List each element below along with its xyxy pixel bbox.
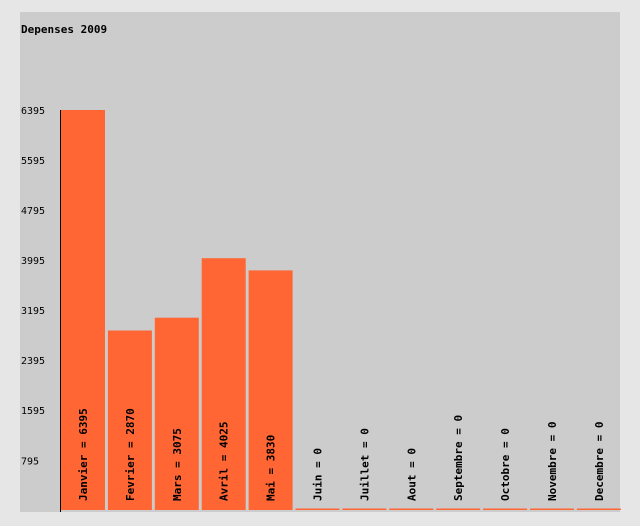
bar-labels-group: Janvier = 6395 Fevrier = 2870 Mars = 3075 A…	[77, 408, 606, 501]
bar-label-novembre: Novembre = 0	[546, 422, 559, 501]
bars-group	[61, 110, 621, 510]
y-tick-labels-group: 795 1595 2395 3195 3995 4795 5595 6395	[21, 106, 45, 467]
y-tick-label-3195: 3195	[21, 306, 45, 317]
bar-label-juin: Juin = 0	[312, 448, 325, 501]
y-tick-label-6395: 6395	[21, 106, 45, 117]
chart-title: Depenses 2009	[21, 23, 107, 36]
bar-mai	[248, 270, 293, 510]
bar-label-mai: Mai = 3830	[265, 435, 278, 501]
bar-aout	[389, 508, 434, 510]
bar-label-decembre: Decembre = 0	[593, 422, 606, 501]
bar-label-octobre: Octobre = 0	[499, 428, 512, 501]
bar-label-juillet: Juillet = 0	[358, 428, 371, 501]
y-tick-label-3995: 3995	[21, 256, 45, 267]
bar-juillet	[342, 508, 387, 510]
y-tick-label-5595: 5595	[21, 156, 45, 167]
bar-label-avril: Avril = 4025	[218, 422, 231, 501]
bar-fevrier	[107, 330, 152, 510]
y-tick-label-2395: 2395	[21, 356, 45, 367]
y-tick-label-795: 795	[21, 456, 39, 467]
bar-janvier	[61, 110, 105, 510]
bar-label-fevrier: Fevrier = 2870	[124, 408, 137, 501]
bar-avril	[201, 258, 246, 510]
bar-label-mars: Mars = 3075	[171, 428, 184, 501]
bar-label-aout: Aout = 0	[405, 448, 418, 501]
bar-mars	[154, 317, 199, 510]
bar-label-janvier: Janvier = 6395	[77, 408, 90, 501]
bar-septembre	[436, 508, 481, 510]
y-tick-label-4795: 4795	[21, 206, 45, 217]
bar-novembre	[530, 508, 574, 510]
bar-label-septembre: Septembre = 0	[452, 415, 465, 501]
y-tick-label-1595: 1595	[21, 406, 45, 417]
bar-decembre	[576, 508, 621, 510]
bar-juin	[295, 508, 340, 510]
bar-octobre	[483, 508, 528, 510]
